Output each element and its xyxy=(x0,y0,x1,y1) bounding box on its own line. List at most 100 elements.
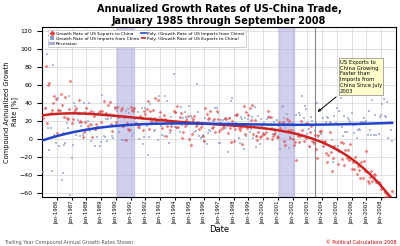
Point xyxy=(66,107,72,111)
Point xyxy=(323,120,329,124)
Point xyxy=(205,117,211,121)
Point xyxy=(194,82,200,86)
Point xyxy=(274,135,280,139)
Point xyxy=(137,114,144,118)
Point xyxy=(360,120,366,124)
Point xyxy=(44,52,50,56)
Point xyxy=(58,178,65,182)
Point xyxy=(283,117,290,121)
Point xyxy=(141,135,147,139)
Point xyxy=(224,150,231,154)
Point xyxy=(188,114,194,118)
Point xyxy=(147,102,153,106)
Point xyxy=(198,136,205,139)
Point xyxy=(356,127,362,131)
Point xyxy=(288,122,295,126)
Point xyxy=(122,138,129,141)
Point xyxy=(201,139,208,143)
Point xyxy=(217,141,223,145)
Point xyxy=(54,97,60,101)
Point xyxy=(206,128,212,132)
Point xyxy=(328,121,334,125)
Point xyxy=(124,115,130,119)
Point xyxy=(81,101,87,105)
Point xyxy=(350,123,356,127)
Point xyxy=(114,109,120,113)
Point xyxy=(358,120,365,124)
Point xyxy=(320,116,326,120)
Point xyxy=(256,142,263,146)
Point xyxy=(321,139,328,143)
Point xyxy=(292,140,298,144)
Point xyxy=(188,143,194,147)
Point xyxy=(135,110,141,114)
Point xyxy=(332,147,339,151)
Point xyxy=(118,108,124,112)
Point xyxy=(160,134,167,138)
Point xyxy=(261,132,268,136)
Point xyxy=(226,116,232,120)
Point xyxy=(124,121,130,125)
Point xyxy=(49,108,55,112)
Point xyxy=(211,117,217,121)
Point xyxy=(351,131,357,135)
Point xyxy=(366,181,372,185)
Point xyxy=(198,122,205,125)
Point xyxy=(245,117,252,121)
Point xyxy=(93,128,99,132)
Point xyxy=(55,96,61,100)
Point xyxy=(346,158,352,162)
Point xyxy=(233,121,239,124)
Point xyxy=(55,108,61,112)
Point xyxy=(330,156,336,160)
Point xyxy=(261,121,268,125)
Point xyxy=(143,107,150,111)
Point xyxy=(90,110,97,114)
Point xyxy=(94,135,100,139)
Point xyxy=(65,126,71,130)
Point xyxy=(186,104,193,108)
Point xyxy=(158,124,164,128)
Point xyxy=(294,134,301,138)
Point xyxy=(159,126,166,130)
Point xyxy=(338,125,345,129)
Point xyxy=(259,122,265,126)
Point xyxy=(173,125,179,129)
Point xyxy=(169,120,176,124)
Point xyxy=(78,120,85,124)
Point xyxy=(270,132,276,136)
Point xyxy=(140,142,146,146)
Point xyxy=(156,94,162,98)
Point xyxy=(60,131,66,135)
Point xyxy=(268,137,275,141)
Point xyxy=(207,129,214,133)
Point xyxy=(351,167,357,171)
Point xyxy=(41,210,48,214)
Point xyxy=(127,128,134,132)
Point xyxy=(377,115,383,119)
Point xyxy=(244,126,250,130)
Point xyxy=(218,127,225,131)
Point xyxy=(334,106,340,110)
Point xyxy=(388,128,394,132)
Point xyxy=(181,124,188,128)
Point xyxy=(310,141,317,145)
Point xyxy=(363,119,370,123)
Point xyxy=(51,133,58,137)
Point xyxy=(71,101,77,105)
Point xyxy=(109,129,115,133)
Point xyxy=(239,117,246,121)
Point xyxy=(154,98,161,102)
Point xyxy=(243,110,249,114)
Point xyxy=(379,103,386,107)
Point xyxy=(253,145,259,149)
Point xyxy=(221,123,227,127)
Point xyxy=(81,130,87,134)
Point xyxy=(282,143,288,147)
Point xyxy=(74,118,81,122)
Point xyxy=(68,122,75,125)
Point xyxy=(264,117,270,121)
Point xyxy=(105,103,112,107)
Point xyxy=(331,144,338,148)
Point xyxy=(335,144,341,148)
